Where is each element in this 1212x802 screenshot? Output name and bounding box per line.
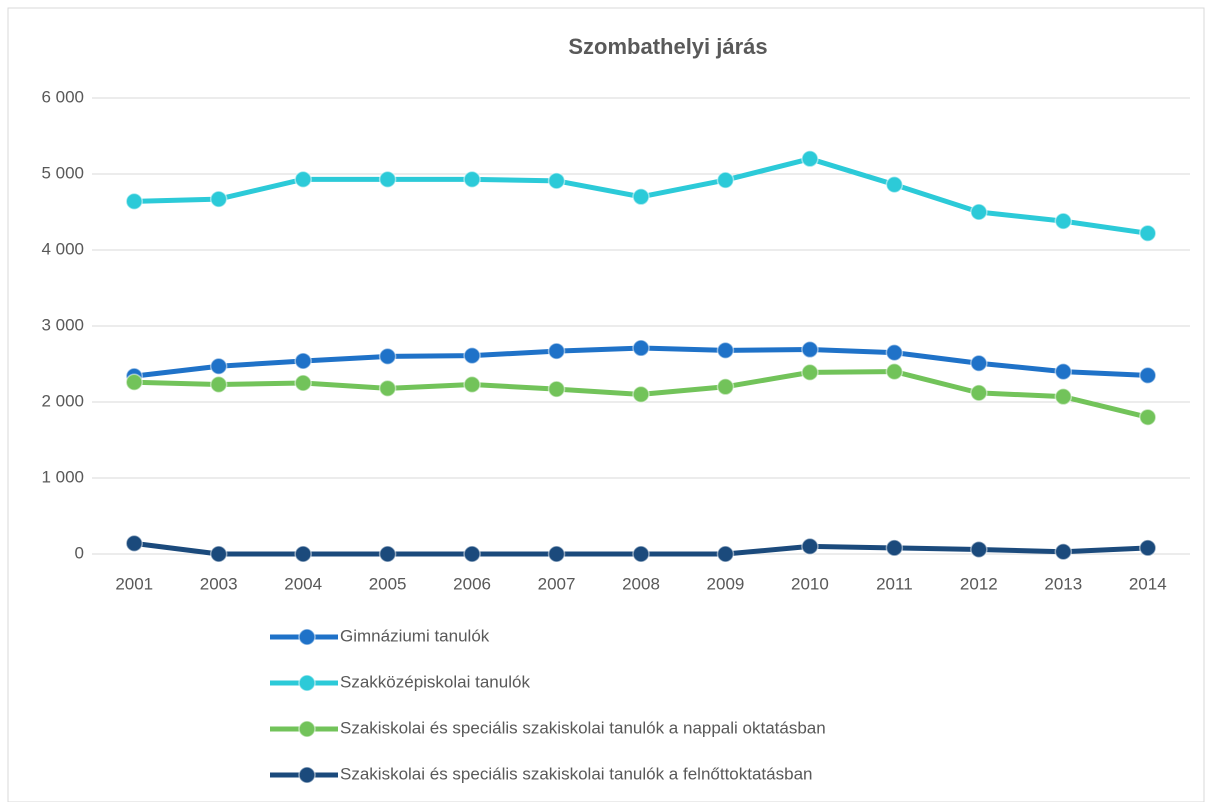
data-point xyxy=(885,362,904,381)
data-point xyxy=(970,203,988,221)
x-tick-label: 2011 xyxy=(876,574,913,593)
data-point xyxy=(294,352,312,370)
x-tick-label: 2008 xyxy=(622,574,660,593)
x-tick-label: 2007 xyxy=(538,574,576,593)
data-point xyxy=(801,363,819,382)
data-point xyxy=(801,150,819,168)
legend-marker xyxy=(298,628,316,646)
y-tick-label: 3 000 xyxy=(41,315,84,334)
data-point xyxy=(1054,542,1073,561)
x-tick-label: 2009 xyxy=(707,574,745,593)
legend-marker xyxy=(298,720,316,738)
data-point xyxy=(378,347,397,366)
data-point xyxy=(547,545,566,563)
x-tick-label: 2006 xyxy=(453,574,491,593)
x-tick-label: 2014 xyxy=(1129,574,1167,593)
y-tick-label: 4 000 xyxy=(41,239,84,258)
x-tick-label: 2003 xyxy=(200,574,238,593)
data-point xyxy=(716,341,735,360)
data-point xyxy=(632,385,650,404)
y-tick-label: 2 000 xyxy=(41,391,84,410)
y-tick-label: 1 000 xyxy=(41,467,84,486)
data-point xyxy=(463,346,481,365)
x-tick-label: 2005 xyxy=(369,574,407,593)
x-tick-label: 2012 xyxy=(960,574,998,593)
data-point xyxy=(1139,366,1157,385)
data-point xyxy=(970,354,988,372)
data-point xyxy=(801,537,819,556)
data-point xyxy=(1054,362,1073,381)
data-point xyxy=(1139,408,1157,426)
data-point xyxy=(547,172,566,190)
legend-label: Szakiskolai és speciális szakiskolai tan… xyxy=(340,718,826,737)
data-point xyxy=(378,545,397,563)
data-point xyxy=(1054,212,1073,230)
x-tick-label: 2004 xyxy=(284,574,322,593)
data-point xyxy=(209,375,228,394)
data-point xyxy=(209,190,228,208)
data-point xyxy=(1139,224,1157,243)
data-point xyxy=(885,175,904,194)
data-point xyxy=(632,545,650,563)
data-point xyxy=(125,192,143,211)
data-point xyxy=(125,534,143,553)
data-point xyxy=(547,342,566,360)
data-point xyxy=(209,545,228,563)
data-point xyxy=(716,545,735,563)
data-point xyxy=(632,339,650,357)
data-point xyxy=(463,170,481,189)
data-point xyxy=(547,380,566,398)
data-point xyxy=(801,340,819,359)
data-point xyxy=(294,170,312,189)
y-tick-label: 0 xyxy=(75,543,84,562)
y-tick-label: 5 000 xyxy=(41,163,84,182)
data-point xyxy=(632,188,650,206)
legend-label: Szakközépiskolai tanulók xyxy=(340,672,530,691)
data-point xyxy=(378,379,397,398)
data-point xyxy=(716,171,735,189)
legend-label: Szakiskolai és speciális szakiskolai tan… xyxy=(340,764,812,783)
data-point xyxy=(885,539,904,557)
data-point xyxy=(209,357,228,376)
data-point xyxy=(1054,387,1073,406)
data-point xyxy=(294,374,312,392)
chart-border xyxy=(7,7,1205,802)
chart-title: Szombathelyi járás xyxy=(568,34,767,59)
data-point xyxy=(125,373,143,391)
legend-marker xyxy=(298,766,316,784)
legend-marker xyxy=(298,674,316,692)
data-point xyxy=(294,545,312,563)
data-point xyxy=(1139,539,1157,557)
data-point xyxy=(970,540,988,559)
data-point xyxy=(716,378,735,396)
legend-label: Gimnáziumi tanulók xyxy=(340,626,490,645)
data-point xyxy=(970,384,988,402)
data-point xyxy=(885,343,904,362)
y-tick-label: 6 000 xyxy=(41,87,84,106)
x-tick-label: 2013 xyxy=(1044,574,1082,593)
data-point xyxy=(378,170,397,189)
x-tick-label: 2010 xyxy=(791,574,829,593)
data-point xyxy=(463,375,481,394)
data-point xyxy=(463,545,481,563)
x-tick-label: 2001 xyxy=(115,574,153,593)
